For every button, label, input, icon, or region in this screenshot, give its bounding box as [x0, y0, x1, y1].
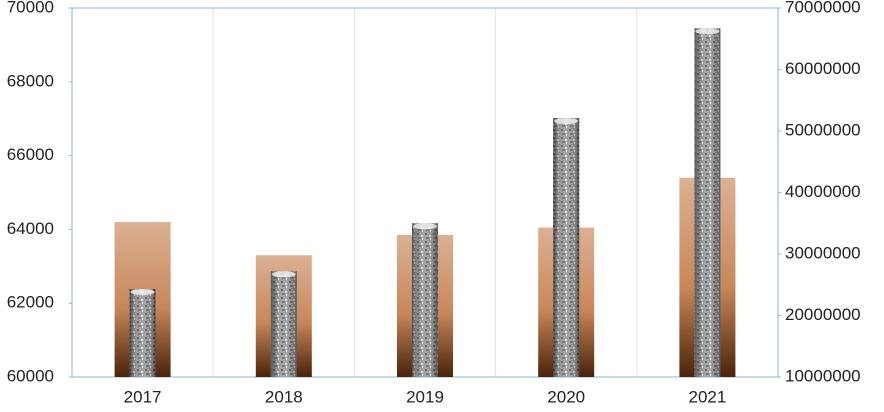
y-tick-label: 66000: [7, 145, 54, 164]
y2-tick-label: 70000000: [785, 0, 861, 16]
y2-tick-label: 40000000: [785, 182, 861, 201]
y-tick-label: 68000: [7, 71, 54, 90]
y-tick-label: 70000: [7, 0, 54, 16]
y2-tick-label: 30000000: [785, 243, 861, 262]
y2-tick-label: 50000000: [785, 120, 861, 139]
y-tick-label: 62000: [7, 293, 54, 312]
x-tick-label: 2019: [406, 387, 444, 406]
y-tick-label: 64000: [7, 219, 54, 238]
x-tick-label: 2020: [547, 387, 585, 406]
y2-tick-label: 20000000: [785, 305, 861, 324]
y-tick-label: 60000: [7, 366, 54, 385]
y2-tick-label: 60000000: [785, 59, 861, 78]
x-tick-label: 2017: [124, 387, 162, 406]
x-tick-label: 2021: [688, 387, 726, 406]
x-tick-label: 2018: [265, 387, 303, 406]
y2-tick-label: 10000000: [785, 366, 861, 385]
